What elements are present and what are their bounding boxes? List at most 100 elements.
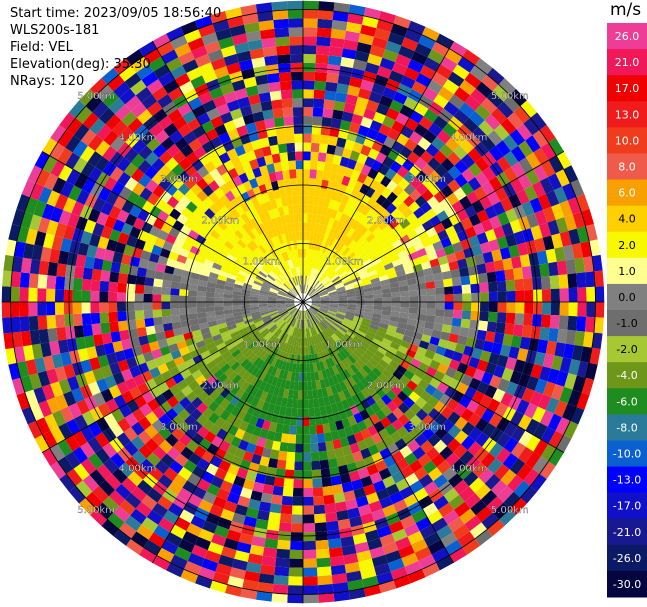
velocity-gate bbox=[282, 272, 289, 281]
velocity-gate bbox=[151, 244, 163, 256]
velocity-gate bbox=[233, 311, 243, 317]
velocity-gate bbox=[516, 463, 533, 481]
velocity-gate bbox=[518, 216, 531, 231]
velocity-gate bbox=[325, 256, 332, 265]
velocity-gate bbox=[138, 444, 153, 459]
velocity-gate bbox=[168, 251, 179, 261]
velocity-gate bbox=[245, 30, 262, 42]
velocity-gate bbox=[257, 273, 266, 280]
velocity-gate bbox=[46, 288, 56, 302]
velocity-gate bbox=[318, 450, 328, 461]
range-ring-label: 5.00km bbox=[77, 505, 115, 516]
velocity-gate bbox=[335, 173, 345, 184]
velocity-gate bbox=[191, 369, 203, 381]
velocity-gate bbox=[396, 364, 407, 375]
velocity-gate bbox=[249, 48, 265, 60]
velocity-gate bbox=[273, 316, 282, 323]
velocity-gate bbox=[225, 413, 237, 425]
velocity-gate bbox=[530, 264, 541, 278]
velocity-gate bbox=[148, 466, 164, 481]
velocity-gate bbox=[548, 261, 559, 277]
velocity-gate bbox=[337, 74, 351, 86]
velocity-gate bbox=[253, 445, 264, 457]
velocity-gate bbox=[163, 322, 173, 332]
velocity-gate bbox=[174, 201, 186, 214]
velocity-gate bbox=[187, 37, 205, 52]
range-ring-label: 4.00km bbox=[450, 133, 488, 144]
velocity-gate bbox=[332, 345, 340, 354]
velocity-gate bbox=[197, 165, 210, 178]
velocity-gate bbox=[323, 266, 331, 275]
velocity-gate bbox=[183, 331, 194, 341]
velocity-gate bbox=[304, 337, 308, 347]
velocity-gate bbox=[340, 273, 349, 280]
velocity-gate bbox=[385, 107, 400, 121]
velocity-gate bbox=[396, 133, 410, 146]
velocity-gate bbox=[230, 361, 241, 371]
velocity-gate bbox=[439, 331, 451, 341]
velocity-gate bbox=[386, 400, 398, 413]
velocity-gate bbox=[303, 372, 308, 382]
velocity-gate bbox=[428, 408, 441, 421]
velocity-gate bbox=[316, 205, 324, 216]
velocity-gate bbox=[254, 378, 263, 389]
velocity-gate bbox=[309, 289, 317, 297]
velocity-gate bbox=[319, 292, 329, 297]
velocity-gate bbox=[72, 313, 83, 327]
velocity-gate bbox=[461, 153, 476, 169]
velocity-gate bbox=[184, 164, 197, 177]
velocity-gate bbox=[548, 430, 564, 449]
velocity-gate bbox=[386, 412, 398, 424]
velocity-gate bbox=[310, 434, 318, 444]
velocity-gate bbox=[513, 324, 524, 337]
velocity-gate bbox=[90, 302, 100, 314]
colorbar-tick-label: -6.0 bbox=[616, 395, 637, 408]
velocity-gate bbox=[250, 102, 263, 114]
velocity-gate bbox=[280, 215, 287, 225]
velocity-gate bbox=[549, 275, 560, 289]
velocity-gate bbox=[320, 295, 329, 299]
velocity-gate bbox=[282, 370, 289, 380]
velocity-gate bbox=[332, 582, 349, 593]
velocity-gate bbox=[551, 355, 563, 371]
velocity-gate bbox=[174, 390, 186, 403]
velocity-gate bbox=[1, 286, 12, 302]
velocity-gate bbox=[422, 414, 435, 428]
velocity-gate bbox=[14, 241, 26, 258]
velocity-gate bbox=[277, 244, 284, 254]
velocity-gate bbox=[382, 504, 397, 518]
velocity-gate bbox=[243, 361, 253, 371]
velocity-gate bbox=[299, 363, 303, 373]
velocity-gate bbox=[445, 366, 457, 379]
velocity-gate bbox=[338, 297, 348, 301]
velocity-gate bbox=[471, 292, 481, 302]
velocity-gate bbox=[290, 532, 303, 542]
velocity-gate bbox=[426, 308, 436, 316]
velocity-gate bbox=[335, 230, 343, 241]
velocity-gate bbox=[304, 310, 307, 320]
velocity-gate bbox=[418, 34, 436, 50]
velocity-gate bbox=[391, 173, 404, 185]
velocity-gate bbox=[237, 355, 247, 365]
velocity-gate bbox=[347, 85, 361, 97]
velocity-gate bbox=[295, 160, 303, 170]
velocity-gate bbox=[207, 541, 224, 555]
velocity-gate bbox=[286, 305, 295, 310]
velocity-gate bbox=[83, 370, 97, 385]
velocity-gate bbox=[110, 136, 126, 152]
velocity-gate bbox=[329, 324, 338, 332]
velocity-gate bbox=[277, 264, 284, 274]
velocity-gate bbox=[355, 223, 365, 234]
velocity-gate bbox=[227, 575, 244, 588]
velocity-gate bbox=[217, 235, 228, 245]
velocity-gate bbox=[307, 213, 313, 223]
velocity-gate bbox=[261, 173, 271, 184]
velocity-gate bbox=[199, 274, 209, 282]
velocity-gate bbox=[125, 49, 144, 66]
colorbar-tick-label: 4.0 bbox=[618, 213, 636, 226]
velocity-gate bbox=[286, 280, 293, 289]
velocity-gate bbox=[258, 381, 267, 391]
velocity-gate bbox=[198, 23, 216, 38]
velocity-gate bbox=[288, 576, 303, 586]
velocity-gate bbox=[303, 470, 313, 480]
